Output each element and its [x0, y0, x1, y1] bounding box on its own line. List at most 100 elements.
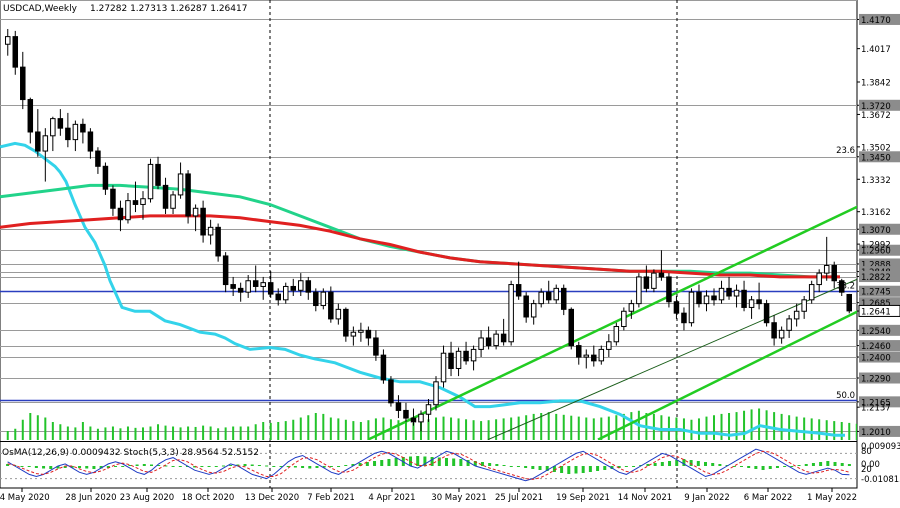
level-label-box [859, 340, 900, 352]
candle [35, 109, 41, 157]
volume-bar [705, 416, 708, 440]
osma-bar [42, 466, 46, 469]
volume-bar [149, 426, 152, 440]
osma-bar [761, 466, 765, 470]
candle-body [560, 287, 567, 310]
level-label-box [859, 223, 900, 235]
candle-body [628, 303, 635, 312]
candle [763, 299, 770, 327]
candle [373, 330, 379, 361]
osma-bar [329, 466, 333, 467]
candle-body [298, 280, 304, 291]
candle-body [57, 118, 64, 129]
osma-bar [171, 466, 175, 467]
candle-body [222, 255, 229, 286]
osma-bar [49, 466, 53, 469]
header-symbol: USDCAD,Weekly [3, 4, 78, 14]
candle [696, 284, 702, 308]
osma-bar [660, 462, 664, 466]
volume-bar [773, 412, 776, 440]
volume-bar [450, 417, 453, 440]
osma-bar [78, 466, 82, 468]
osma-bar [653, 463, 657, 466]
candle-body [808, 284, 815, 301]
moving-average-line [0, 141, 845, 437]
time-tick-label: 13 Dec 2020 [245, 493, 299, 503]
volume-bar [329, 417, 332, 440]
volume-bar [457, 418, 460, 440]
osma-bar [121, 466, 125, 467]
osma-bar [790, 466, 794, 467]
candle [207, 219, 214, 245]
volume-bar [14, 428, 17, 440]
stoch-d-line [7, 450, 850, 480]
candle [478, 330, 484, 358]
osma-bar [603, 466, 607, 470]
osma-bar [747, 466, 751, 468]
level-label-box [859, 244, 900, 256]
price-tick-label: 1.4017 [861, 45, 891, 55]
osma-bar [847, 464, 851, 466]
candle [87, 128, 94, 159]
volume-bar [269, 422, 272, 440]
candle [110, 185, 116, 216]
candle-body [493, 333, 499, 347]
candle-body [132, 200, 139, 205]
oscillator-tick-label: 80 [861, 447, 872, 457]
osma-bar [718, 464, 722, 466]
candle [733, 284, 740, 308]
candle [793, 303, 800, 327]
volume-bar [495, 419, 498, 440]
volume-bar [194, 426, 197, 440]
volume-bar [525, 415, 528, 440]
candle [162, 177, 169, 214]
volume-bar [209, 426, 212, 440]
candle-body [350, 331, 357, 337]
volume-bar [442, 416, 445, 440]
candle-body [711, 295, 717, 301]
volume-bar [758, 408, 761, 440]
candle [748, 296, 755, 319]
candle-body [72, 123, 79, 141]
candle [493, 330, 499, 350]
candle [185, 170, 191, 224]
level-label-box [859, 351, 900, 363]
candle [50, 116, 56, 152]
volume-bar [540, 413, 543, 440]
osma-bar [524, 466, 528, 468]
volume-bar [299, 417, 302, 440]
level-label-box [859, 324, 900, 336]
candle [80, 118, 86, 144]
candle-body [741, 289, 747, 308]
volume-bar [344, 419, 347, 440]
volume-bar [21, 419, 24, 440]
osma-bar [85, 466, 89, 469]
candle [380, 349, 387, 384]
osma-bar [27, 466, 31, 467]
volume-bar [202, 425, 205, 440]
candle [298, 273, 304, 297]
candle [681, 307, 687, 331]
osma-bar [272, 466, 276, 467]
osma-bar [286, 466, 290, 467]
osma-bar [423, 456, 427, 466]
osma-bar [732, 466, 736, 467]
oscillator-tick-label: 0.009093 [861, 442, 900, 452]
osma-bar [257, 465, 261, 466]
level-label: 1.2888 [861, 260, 891, 270]
volume-bar [750, 409, 753, 440]
candle-body [718, 287, 725, 301]
candle-body [42, 135, 49, 152]
volume-bar [547, 412, 550, 440]
candle-body [688, 291, 695, 324]
volume-bar [217, 428, 220, 440]
candle [523, 292, 529, 323]
candle [147, 158, 154, 203]
candle [463, 341, 469, 365]
volume-bar [247, 426, 250, 440]
volume-bar [825, 420, 828, 440]
candle-body [282, 285, 289, 301]
candle-body [591, 354, 597, 362]
candle [328, 286, 334, 323]
